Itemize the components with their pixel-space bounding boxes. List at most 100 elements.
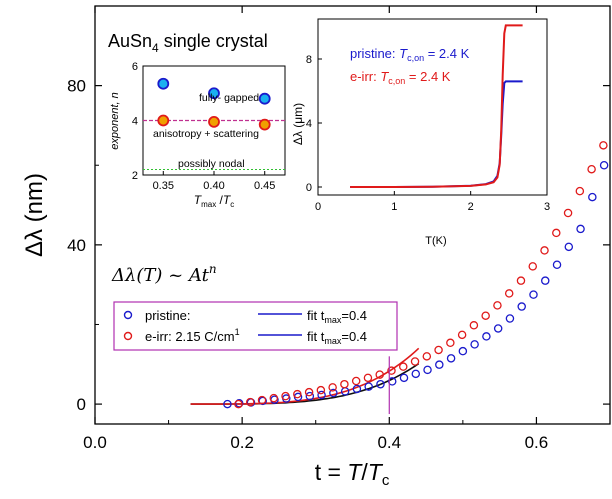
legend-label-fit-pristine: fit tmax=0.4 (307, 308, 367, 325)
main-data-point (458, 346, 468, 356)
main-data-point (469, 321, 479, 330)
main-data-point (305, 391, 315, 401)
main-data-point (245, 397, 255, 407)
main-data-point (575, 186, 585, 196)
inset-legend-pristine: pristine: Tc,on = 2.4 K (350, 46, 470, 63)
main-y-tick-label: 0 (77, 395, 86, 414)
main-data-point (316, 385, 326, 395)
inset-temperature-x-label: T(K) (425, 235, 446, 247)
main-data-point (351, 376, 361, 386)
inset-temperature-y-tick-label: 4 (306, 118, 312, 130)
main-data-point (364, 382, 373, 391)
main-data-point (422, 352, 432, 361)
main-data-point (528, 262, 538, 271)
inset-exponent-points (157, 77, 271, 131)
sample-title: AuSn4 single crystal (108, 31, 268, 55)
main-y-tick-label: 80 (67, 77, 86, 96)
main-data-point (340, 379, 349, 389)
main-data-point (587, 164, 596, 174)
main-x-tick-label: 0.4 (377, 433, 401, 452)
main-data-point (234, 399, 244, 408)
main-data-point (541, 276, 550, 285)
main-data-point (269, 393, 279, 403)
main-data-point (317, 390, 326, 400)
annotation-anisotropy: anisotropy + scattering (153, 128, 259, 140)
main-data-point (482, 332, 491, 341)
main-data-point (281, 391, 290, 401)
main-legend-box (113, 301, 398, 351)
main-data-point (599, 141, 608, 150)
main-data-point (234, 399, 243, 409)
main-data-point (504, 289, 514, 298)
main-data-point (563, 208, 573, 218)
inset-exponent-x-tick-label: 0.40 (203, 180, 224, 192)
legend-marker-eirr (123, 331, 133, 341)
main-fit-curve (190, 347, 420, 405)
main-data-point (457, 330, 467, 340)
main-data-point (328, 383, 337, 392)
main-data-point (540, 246, 549, 255)
inset-exponent-y-label: exponent, n (109, 92, 121, 150)
main-data-points (223, 141, 609, 409)
main-data-point (446, 354, 456, 363)
main-data-point (564, 242, 574, 252)
main-data-point (375, 370, 384, 379)
inset-exponent-y-tick-label: 2 (132, 170, 138, 182)
inset-exponent-y-tick-label: 6 (132, 61, 138, 73)
inset-exponent-point (208, 87, 220, 100)
main-y-tick-label: 40 (67, 236, 86, 255)
power-law-formula: Δλ(T) ~ Atn (111, 262, 217, 286)
main-data-point (293, 389, 302, 399)
inset-legend-eirr: e-irr: Tc,on = 2.4 K (350, 69, 451, 86)
main-data-point (516, 276, 526, 285)
main-data-point (329, 388, 338, 398)
legend-marker-pristine (123, 310, 133, 320)
main-data-point (552, 228, 561, 238)
main-data-point (599, 160, 609, 170)
main-axis-ticks (94, 6, 610, 424)
inset-exponent-y-tick-label: 4 (132, 116, 138, 128)
main-data-point (399, 373, 409, 383)
main-data-point (493, 324, 503, 333)
legend-label-pristine: pristine: (145, 308, 191, 323)
annotation-nodal: possibly nodal (178, 158, 245, 170)
main-data-point (446, 338, 455, 348)
main-data-point (257, 395, 267, 405)
main-data-point (529, 290, 538, 299)
main-data-point (223, 399, 232, 409)
main-data-point (505, 314, 515, 323)
main-data-point (387, 377, 397, 386)
inset-temperature-x-tick-label: 2 (468, 201, 474, 213)
inset-exponent: 0.35 0.40 0.45 2 4 6 fully- gapped anisotropy… (109, 61, 286, 209)
annotation-fully-gapped: fully- gapped (199, 92, 259, 104)
inset-temperature-y-label: Δλ (μm) (291, 103, 305, 145)
inset-temperature-y-tick-label: 8 (306, 54, 312, 66)
inset-temperature: 0 1 2 3 0 4 8 pristine: Tc,on = 2.4 K e-irr: T… (291, 18, 550, 247)
inset-temperature-ticks (317, 58, 548, 195)
main-x-tick-label: 0.0 (83, 433, 107, 452)
main-data-point (258, 396, 267, 406)
main-data-point (493, 301, 502, 310)
inset-temperature-x-tick-label: 3 (544, 201, 550, 213)
main-data-point (387, 366, 396, 375)
inset-temperature-frame (317, 18, 548, 196)
inset-exponent-point (157, 114, 170, 127)
main-data-point (434, 345, 443, 355)
inset-exponent-x-label: Tmax /Tc (194, 193, 234, 209)
main-data-point (304, 387, 314, 397)
legend-label-fit-eirr: fit tmax=0.4 (307, 329, 367, 346)
inset-temperature-y-tick-label: 0 (306, 182, 312, 194)
main-x-tick-label: 0.6 (525, 433, 549, 452)
main-data-point (399, 362, 408, 371)
inset-temperature-x-tick-label: 0 (315, 201, 321, 213)
inset-temperature-curve (350, 24, 523, 188)
main-fit-curves (190, 347, 420, 405)
main-data-point (435, 360, 444, 369)
main-x-axis-label: t = T/Tc (315, 459, 390, 489)
inset-temperature-x-tick-label: 1 (391, 201, 397, 213)
inset-exponent-point (208, 115, 220, 128)
inset-temperature-tick-labels: 0 1 2 3 0 4 8 (306, 54, 550, 213)
main-plot-frame (94, 5, 611, 425)
